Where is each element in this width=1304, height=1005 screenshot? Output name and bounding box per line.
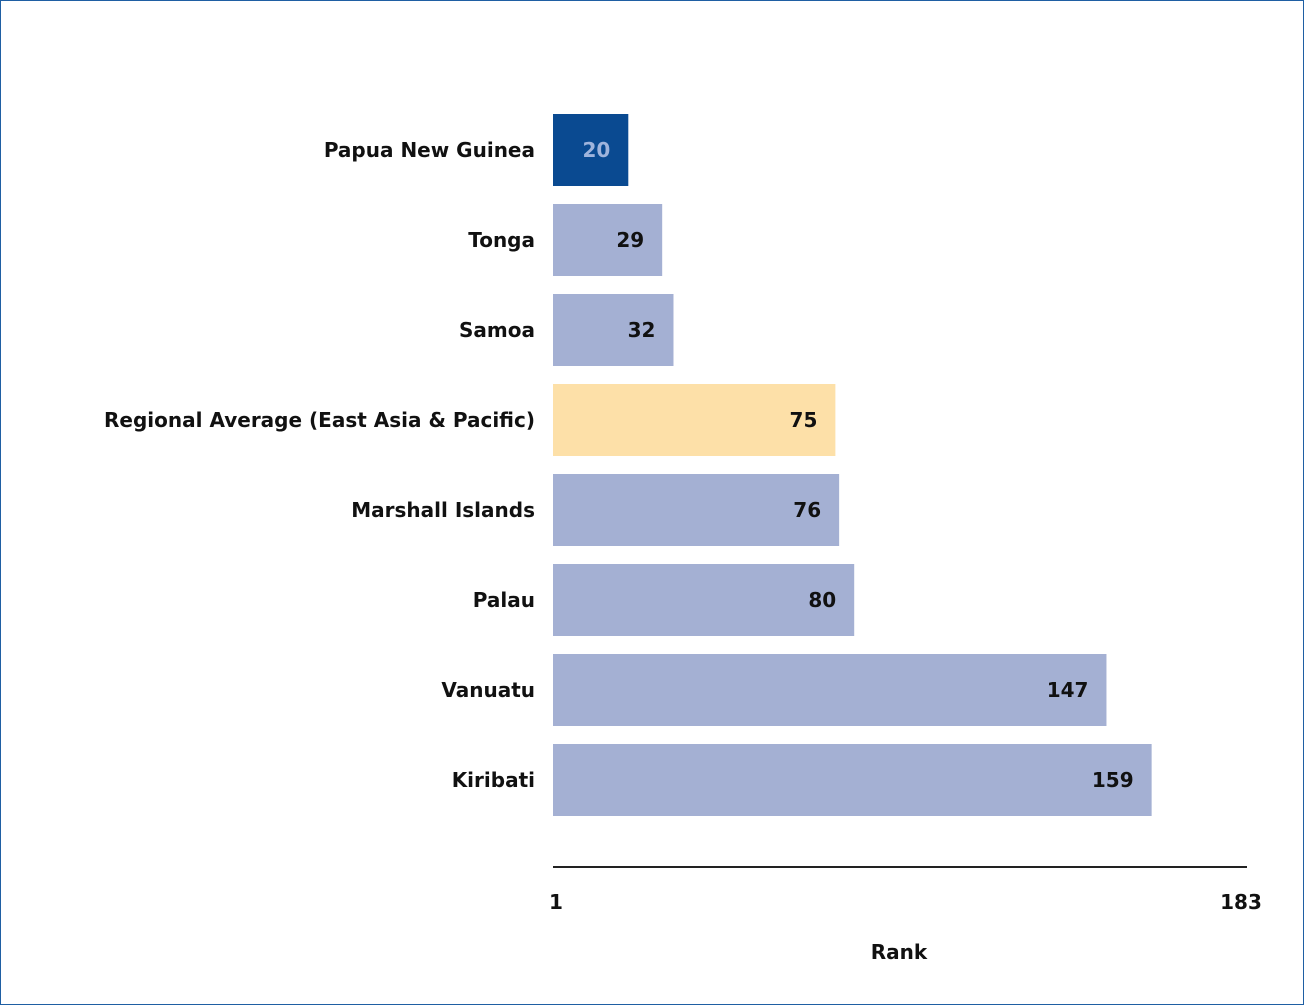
category-label-vanuatu: Vanuatu xyxy=(441,678,535,702)
value-label-papua-new-guinea: 20 xyxy=(582,138,610,162)
bar-vanuatu xyxy=(553,654,1107,726)
value-label-regional-average-east-asia-pacific: 75 xyxy=(790,408,818,432)
bars-layer: Papua New Guinea 20 Tonga 29 Samoa 32 Regional… xyxy=(104,114,1152,816)
value-label-tonga: 29 xyxy=(616,228,644,252)
value-label-palau: 80 xyxy=(808,588,836,612)
x-tick-label-max: 183 xyxy=(1220,890,1262,914)
value-label-kiribati: 159 xyxy=(1092,768,1134,792)
value-label-marshall-islands: 76 xyxy=(793,498,821,522)
category-label-marshall-islands: Marshall Islands xyxy=(351,498,535,522)
category-label-papua-new-guinea: Papua New Guinea xyxy=(324,138,535,162)
bar-samoa xyxy=(553,294,674,366)
bar-tonga xyxy=(553,204,663,276)
bar-kiribati xyxy=(553,744,1152,816)
bar-regional-average-east-asia-pacific xyxy=(553,384,836,456)
value-label-samoa: 32 xyxy=(628,318,656,342)
bar-marshall-islands xyxy=(553,474,840,546)
x-tick-label-min: 1 xyxy=(549,890,563,914)
category-label-kiribati: Kiribati xyxy=(452,768,535,792)
bar-papua-new-guinea xyxy=(553,114,629,186)
x-axis-title: Rank xyxy=(871,940,928,964)
category-label-regional-average-east-asia-pacific: Regional Average (East Asia & Pacific) xyxy=(104,408,535,432)
category-label-samoa: Samoa xyxy=(459,318,535,342)
category-label-tonga: Tonga xyxy=(468,228,535,252)
bar-palau xyxy=(553,564,855,636)
value-label-vanuatu: 147 xyxy=(1047,678,1089,702)
category-label-palau: Palau xyxy=(473,588,535,612)
